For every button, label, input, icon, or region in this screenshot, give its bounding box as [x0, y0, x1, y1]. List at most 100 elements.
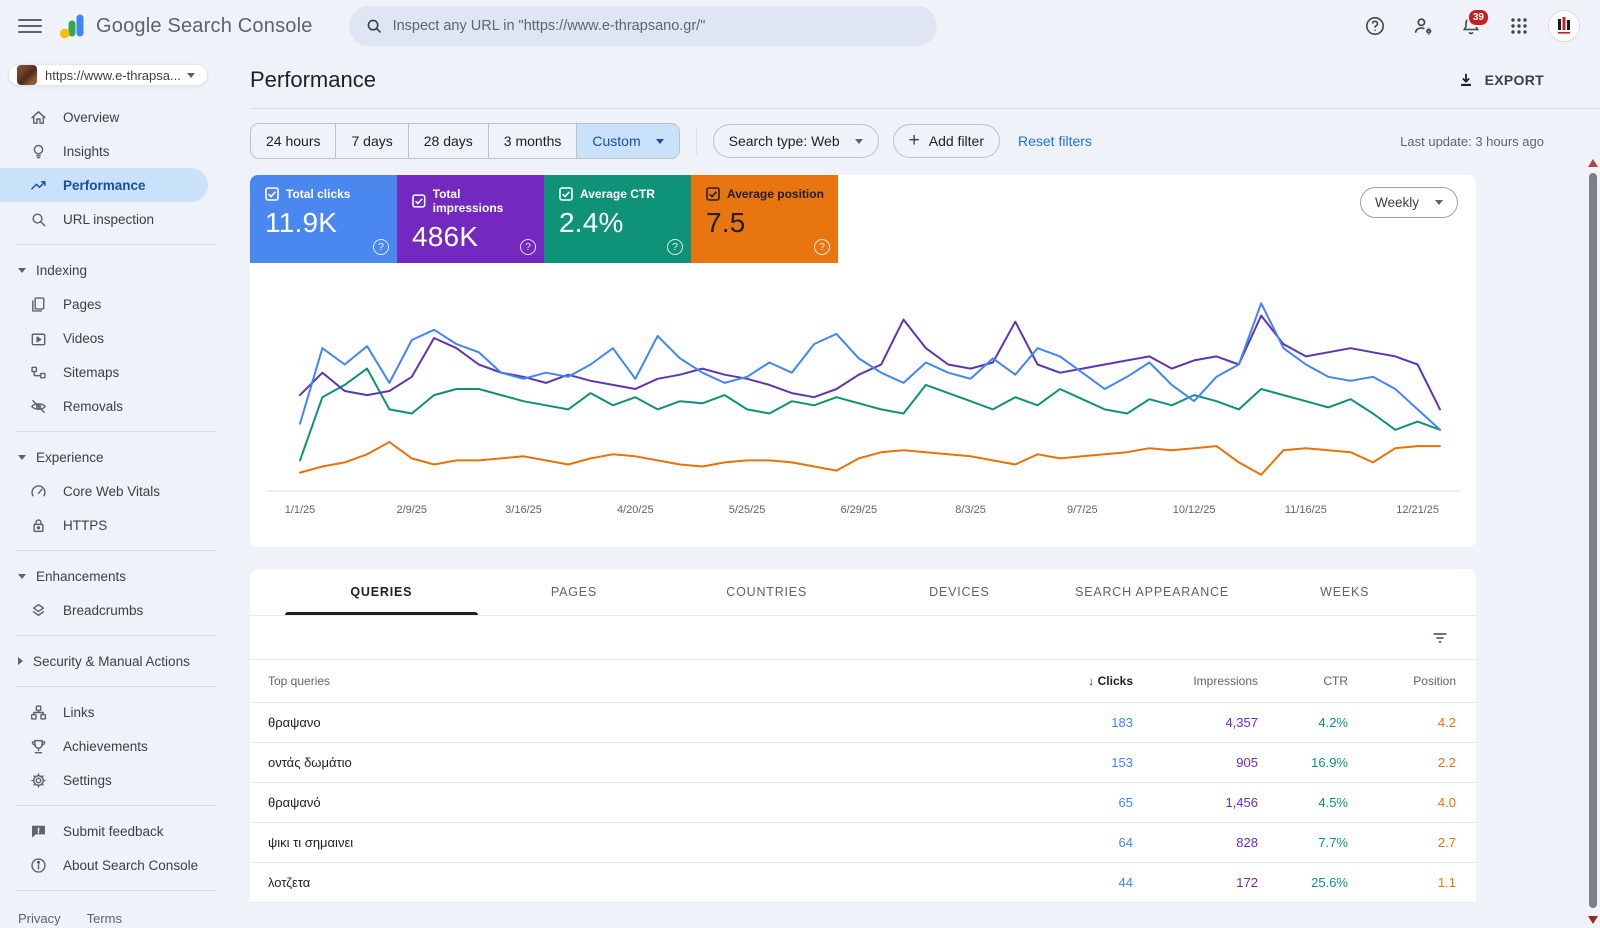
- menu-icon[interactable]: [18, 14, 42, 38]
- impressions-cell[interactable]: 905: [1236, 755, 1258, 770]
- page-scrollbar[interactable]: [1586, 155, 1600, 928]
- tab-queries[interactable]: QUERIES: [285, 569, 478, 615]
- filter-list-icon[interactable]: [1430, 628, 1450, 648]
- search-type-filter[interactable]: Search type: Web: [712, 124, 879, 158]
- sidebar-item-videos[interactable]: Videos: [0, 321, 208, 355]
- help-icon[interactable]: [1356, 7, 1394, 45]
- table-row[interactable]: θραψανο 183 4,357 4.2% 4.2: [250, 703, 1476, 743]
- sidebar-section-enhancements[interactable]: Enhancements: [0, 559, 216, 593]
- clicks-cell[interactable]: 153: [1111, 755, 1133, 770]
- metric-card-clicks[interactable]: Total clicks 11.9K ?: [250, 175, 397, 263]
- tab-countries[interactable]: COUNTRIES: [726, 585, 808, 599]
- table-row[interactable]: θραψανό 65 1,456 4.5% 4.0: [250, 783, 1476, 823]
- table-row[interactable]: λοτζετα 44 172 25.6% 1.1: [250, 863, 1476, 903]
- position-cell[interactable]: 4.0: [1437, 795, 1456, 810]
- date-range-custom[interactable]: Custom: [576, 124, 679, 158]
- sidebar-section-experience[interactable]: Experience: [0, 440, 216, 474]
- search-input[interactable]: [392, 18, 921, 34]
- interval-selector[interactable]: Weekly: [1359, 187, 1458, 218]
- sidebar-item-links[interactable]: Links: [0, 695, 208, 729]
- google-apps-grid-icon[interactable]: [1500, 7, 1538, 45]
- date-range-24-hours[interactable]: 24 hours: [266, 133, 321, 149]
- url-inspect-searchbox[interactable]: [348, 6, 937, 46]
- sidebar-item-removals[interactable]: Removals: [0, 389, 208, 423]
- sidebar-section-security-manual-actions[interactable]: Security & Manual Actions: [0, 644, 216, 678]
- legal-links: Privacy Terms: [0, 899, 216, 928]
- position-cell[interactable]: 1.1: [1437, 875, 1456, 890]
- column-header-impressions[interactable]: Impressions: [1193, 674, 1258, 688]
- ctr-cell[interactable]: 25.6%: [1311, 875, 1348, 890]
- reset-filters-link[interactable]: Reset filters: [1018, 133, 1092, 149]
- sidebar-item-about-search-console[interactable]: About Search Console: [0, 848, 208, 882]
- sidebar-item-pages[interactable]: Pages: [0, 287, 208, 321]
- scrollbar-down-arrow[interactable]: [1588, 916, 1598, 924]
- account-avatar[interactable]: [1548, 10, 1580, 42]
- tab-devices[interactable]: DEVICES: [929, 585, 990, 599]
- help-icon[interactable]: ?: [667, 239, 683, 255]
- help-icon[interactable]: ?: [520, 239, 536, 255]
- privacy-link[interactable]: Privacy: [18, 911, 61, 926]
- checked-checkbox-icon[interactable]: [559, 187, 573, 201]
- help-icon[interactable]: ?: [373, 239, 389, 255]
- sidebar-item-performance[interactable]: Performance: [0, 168, 208, 202]
- checked-checkbox-icon[interactable]: [265, 187, 279, 201]
- impressions-cell[interactable]: 1,456: [1225, 795, 1258, 810]
- sidebar-item-overview[interactable]: Overview: [0, 100, 208, 134]
- metric-card-ctr[interactable]: Average CTR 2.4% ?: [544, 175, 691, 263]
- ctr-cell[interactable]: 4.5%: [1318, 795, 1348, 810]
- position-cell[interactable]: 4.2: [1437, 715, 1456, 730]
- sidebar-section-indexing[interactable]: Indexing: [0, 253, 216, 287]
- impressions-cell[interactable]: 172: [1236, 875, 1258, 890]
- table-row[interactable]: ψικι τι σημαινει 64 828 7.7% 2.7: [250, 823, 1476, 863]
- sidebar-item-url-inspection[interactable]: URL inspection: [0, 202, 208, 236]
- add-filter-button[interactable]: + Add filter: [892, 124, 1000, 158]
- export-button[interactable]: EXPORT: [1457, 71, 1544, 89]
- tab-weeks[interactable]: WEEKS: [1320, 585, 1370, 599]
- date-range-28-days[interactable]: 28 days: [407, 124, 488, 158]
- tab-search-appearance[interactable]: SEARCH APPEARANCE: [1075, 585, 1229, 599]
- sidebar-item-breadcrumbs[interactable]: Breadcrumbs: [0, 593, 208, 627]
- sidebar-item-submit-feedback[interactable]: Submit feedback: [0, 814, 208, 848]
- sidebar-item-achievements[interactable]: Achievements: [0, 729, 208, 763]
- terms-link[interactable]: Terms: [86, 911, 123, 926]
- tab-pages[interactable]: PAGES: [550, 585, 598, 599]
- column-header-position[interactable]: Position: [1413, 674, 1456, 688]
- sidebar-item-https[interactable]: HTTPS: [0, 508, 208, 542]
- metric-card-position[interactable]: Average position 7.5 ?: [691, 175, 838, 263]
- table-row[interactable]: οντάς δωμάτιο 153 905 16.9% 2.2: [250, 743, 1476, 783]
- checked-checkbox-icon[interactable]: [706, 187, 720, 201]
- search-icon: [28, 209, 48, 229]
- ctr-cell[interactable]: 4.2%: [1318, 715, 1348, 730]
- performance-line-chart[interactable]: 1/1/25 2/9/25 3/16/25 4/20/25 5/25/25 6/29/25…: [250, 279, 1476, 527]
- column-header-top-queries[interactable]: Top queries: [268, 674, 331, 688]
- notifications-bell-icon[interactable]: 39: [1452, 7, 1490, 45]
- sidebar-item-insights[interactable]: Insights: [0, 134, 208, 168]
- sidebar-item-label: Overview: [63, 109, 120, 125]
- clicks-cell[interactable]: 64: [1118, 835, 1133, 850]
- property-selector[interactable]: https://www.e-thrapsa...: [8, 64, 208, 86]
- sidebar-item-settings[interactable]: Settings: [0, 763, 208, 797]
- metric-value: 11.9K: [265, 207, 338, 238]
- clicks-cell[interactable]: 44: [1118, 875, 1133, 890]
- clicks-cell[interactable]: 183: [1111, 715, 1133, 730]
- column-header-clicks[interactable]: ↓ Clicks: [1088, 674, 1133, 688]
- impressions-cell[interactable]: 828: [1236, 835, 1258, 850]
- help-icon[interactable]: ?: [814, 239, 830, 255]
- impressions-cell[interactable]: 4,357: [1225, 715, 1258, 730]
- ctr-cell[interactable]: 16.9%: [1311, 755, 1348, 770]
- sidebar-item-core-web-vitals[interactable]: Core Web Vitals: [0, 474, 208, 508]
- ctr-cell[interactable]: 7.7%: [1318, 835, 1348, 850]
- plus-icon: +: [908, 129, 920, 151]
- sidebar-item-sitemaps[interactable]: Sitemaps: [0, 355, 208, 389]
- checked-checkbox-icon[interactable]: [412, 194, 426, 208]
- position-cell[interactable]: 2.2: [1437, 755, 1456, 770]
- position-cell[interactable]: 2.7: [1437, 835, 1456, 850]
- user-settings-icon[interactable]: [1404, 7, 1442, 45]
- clicks-cell[interactable]: 65: [1118, 795, 1133, 810]
- date-range-7-days[interactable]: 7 days: [335, 124, 407, 158]
- scrollbar-up-arrow[interactable]: [1588, 159, 1598, 167]
- date-range-3-months[interactable]: 3 months: [487, 124, 577, 158]
- column-header-ctr[interactable]: CTR: [1323, 674, 1348, 688]
- metric-card-impressions[interactable]: Total impressions 486K ?: [397, 175, 544, 263]
- scrollbar-thumb[interactable]: [1589, 173, 1597, 908]
